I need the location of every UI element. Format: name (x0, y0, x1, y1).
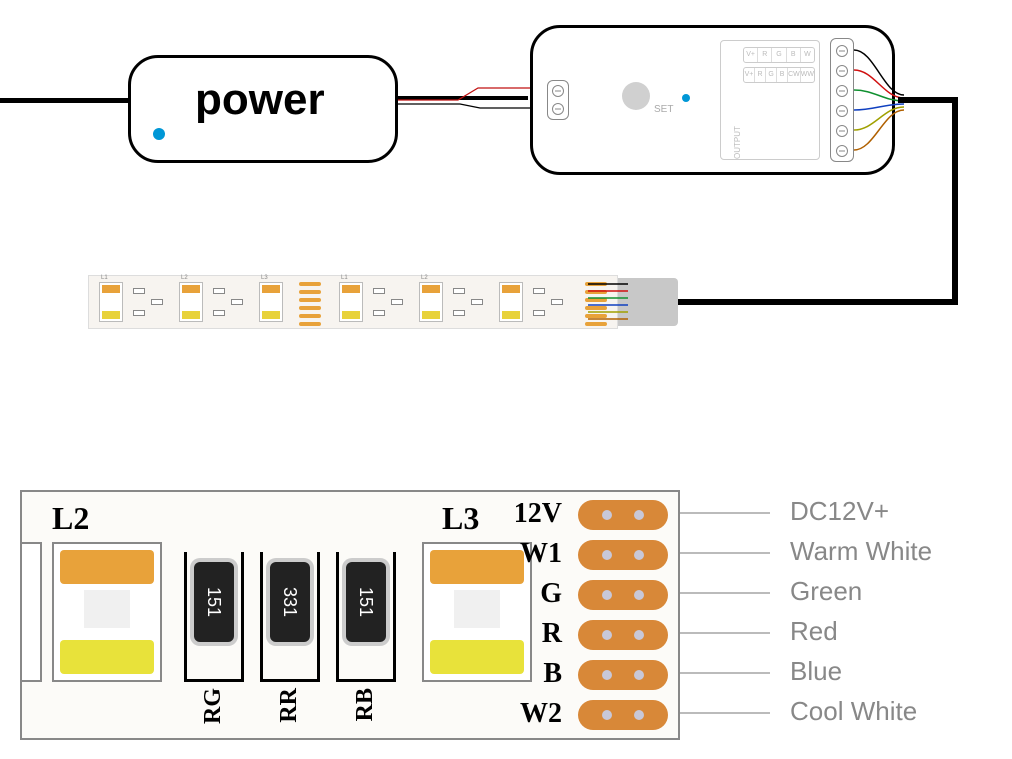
label-L2: L2 (52, 500, 89, 537)
led-chip (499, 282, 523, 322)
wire-mains (0, 98, 128, 103)
resistor-label-RB: RB (352, 688, 379, 721)
strip-cut-mark (299, 280, 321, 324)
solder-pad (578, 660, 668, 690)
pad-short-W2: W2 (502, 698, 562, 730)
controller-status-dot (682, 94, 690, 102)
led-module (52, 542, 162, 682)
legend-Blue: Blue (790, 656, 842, 687)
resistor-RB: 151 (346, 562, 386, 642)
controller-input-terminal (547, 80, 569, 120)
legend-line (680, 712, 770, 714)
resistor-RR: 331 (270, 562, 310, 642)
legend-line (680, 632, 770, 634)
legend-line (680, 592, 770, 594)
pad-short-12V: 12V (502, 498, 562, 530)
controller-set-button (622, 82, 650, 110)
pad-short-W1: W1 (502, 538, 562, 570)
legend-line (680, 512, 770, 514)
led-chip (339, 282, 363, 322)
legend-CoolWhite: Cool White (790, 696, 917, 727)
solder-pad (578, 620, 668, 650)
wire-ctrl-down (952, 97, 958, 305)
solder-pad (578, 500, 668, 530)
legend-DC12V: DC12V+ (790, 496, 889, 527)
pad-short-G: G (502, 578, 562, 610)
output-row-2: V+ R G B CW WW (743, 67, 815, 83)
led-chip (179, 282, 203, 322)
legend-Green: Green (790, 576, 862, 607)
power-label: power (195, 75, 325, 125)
wire-power-red (398, 82, 548, 112)
pad-short-R: R (502, 618, 562, 650)
strip-detail-closeup: L2 L3 151 RG 331 RR 151 RB 12V W1 G R B … (20, 490, 680, 740)
wire-ctrl-right (898, 97, 958, 103)
led-chip (419, 282, 443, 322)
wire-ctrl-left (678, 299, 958, 305)
solder-pad (578, 580, 668, 610)
output-row-1: V+ R G B W (743, 47, 815, 63)
controller-output-terminal (830, 38, 854, 162)
strip-wires (588, 278, 628, 326)
led-strip: L1 L2 L3 L1 L2 (88, 275, 618, 329)
legend-line (680, 672, 770, 674)
controller-output-wires (854, 40, 914, 170)
led-module (20, 542, 42, 682)
power-indicator-dot (153, 128, 165, 140)
pad-short-B: B (502, 658, 562, 690)
resistor-label-RG: RG (200, 688, 227, 724)
resistor-label-RR: RR (276, 688, 303, 723)
label-L3: L3 (442, 500, 479, 537)
solder-pad (578, 700, 668, 730)
led-chip (259, 282, 283, 322)
legend-WarmWhite: Warm White (790, 536, 932, 567)
legend-Red: Red (790, 616, 838, 647)
wiring-diagram: power SET OUTPUT V+ R G B W V+ R G B CW … (0, 0, 1012, 759)
output-title: OUTPUT (733, 126, 742, 159)
resistor-RG: 151 (194, 562, 234, 642)
controller-set-label: SET (654, 104, 673, 115)
solder-pad (578, 540, 668, 570)
controller-output-panel: OUTPUT V+ R G B W V+ R G B CW WW (720, 40, 820, 160)
legend-line (680, 552, 770, 554)
led-chip (99, 282, 123, 322)
